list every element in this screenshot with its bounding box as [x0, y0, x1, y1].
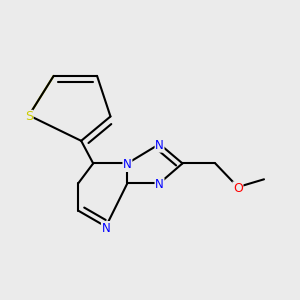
Text: N: N [101, 222, 110, 235]
Text: O: O [233, 182, 243, 195]
Text: S: S [25, 110, 33, 123]
Text: N: N [155, 178, 164, 191]
Text: N: N [123, 158, 132, 171]
Text: N: N [155, 139, 164, 152]
